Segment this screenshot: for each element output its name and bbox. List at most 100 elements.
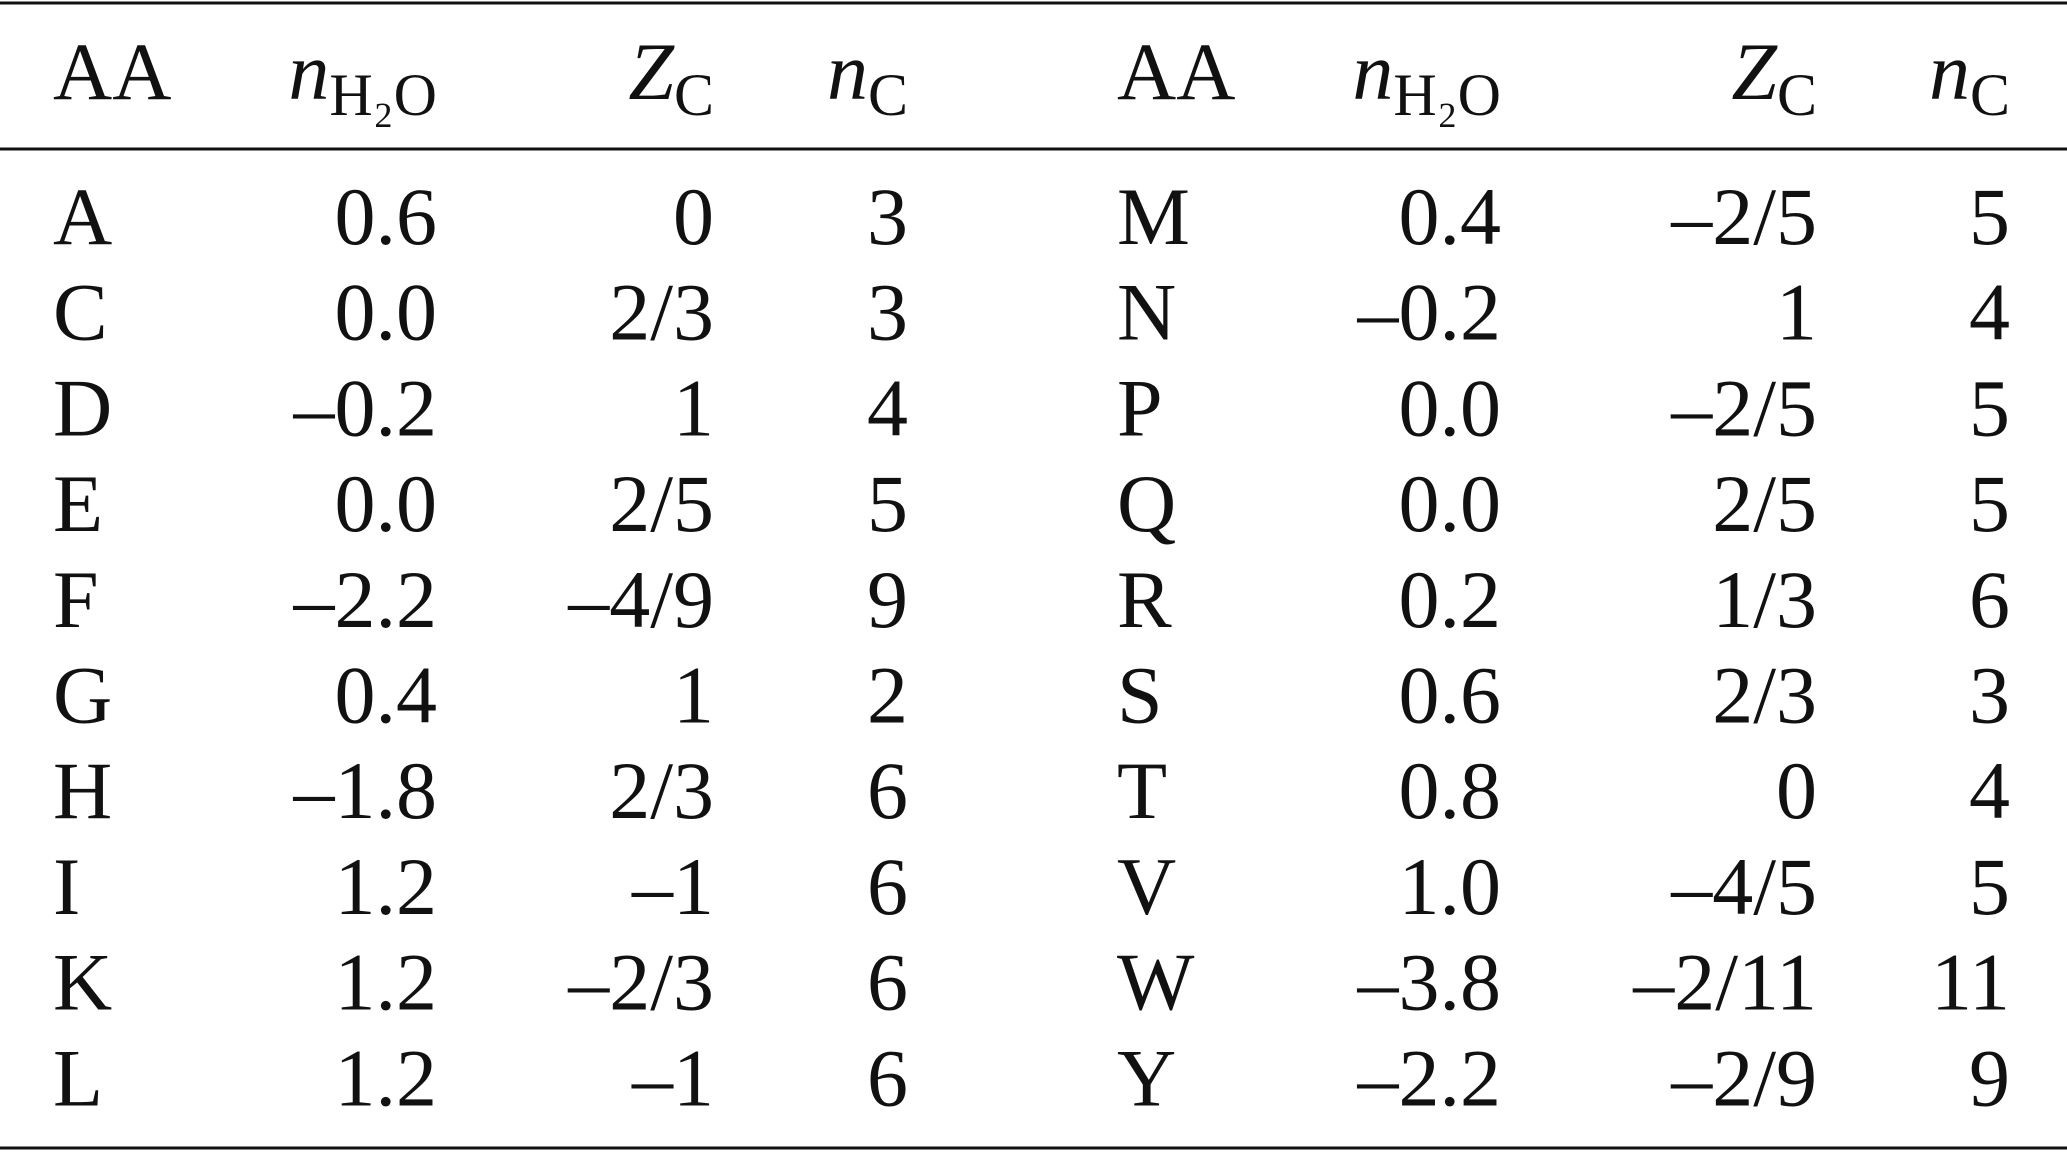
table-cell: –4/5 bbox=[1670, 841, 1817, 932]
column-header: AA bbox=[1117, 26, 1235, 117]
table-cell: 0.0 bbox=[335, 458, 438, 549]
header-subscript: C bbox=[1970, 62, 2010, 128]
table-cell: 1.2 bbox=[335, 841, 438, 932]
table-cell: 0 bbox=[1776, 745, 1817, 836]
table-cell: –1 bbox=[631, 1032, 714, 1123]
table-cell: 1 bbox=[1776, 267, 1817, 358]
header-symbol: AA bbox=[1117, 26, 1235, 117]
header-symbol: n bbox=[288, 26, 329, 117]
table-cell: K bbox=[53, 937, 112, 1028]
table-cell: –1 bbox=[631, 841, 714, 932]
table-cell: 2/3 bbox=[609, 267, 714, 358]
header-symbol: Z bbox=[1731, 26, 1778, 117]
table-cell: 1 bbox=[673, 362, 714, 453]
table-cell: 0.0 bbox=[335, 267, 438, 358]
header-symbol: AA bbox=[53, 26, 171, 117]
table-cell: 0.4 bbox=[1399, 171, 1502, 262]
header-symbol: Z bbox=[628, 26, 675, 117]
table-cell: 2/3 bbox=[1712, 650, 1817, 741]
column-header: AA bbox=[53, 26, 171, 117]
table-cell: S bbox=[1117, 650, 1163, 741]
table-cell: 1/3 bbox=[1712, 554, 1817, 645]
table-cell: I bbox=[53, 841, 80, 932]
table-cell: 0.2 bbox=[1399, 554, 1502, 645]
table-cell: F bbox=[53, 554, 99, 645]
table-cell: –4/9 bbox=[567, 554, 714, 645]
table-cell: N bbox=[1117, 267, 1176, 358]
table-cell: 2 bbox=[867, 650, 908, 741]
table-cell: 0.6 bbox=[1399, 650, 1502, 741]
table-cell: 1 bbox=[673, 650, 714, 741]
column-header: nC bbox=[1929, 26, 2010, 128]
table-cell: L bbox=[53, 1032, 103, 1123]
header-subscript: H₂O bbox=[1393, 62, 1501, 128]
table-cell: 0.4 bbox=[335, 650, 438, 741]
header-subscript: H₂O bbox=[329, 62, 437, 128]
table-cell: –3.8 bbox=[1357, 937, 1502, 1028]
table-cell: 6 bbox=[867, 841, 908, 932]
table-cell: –2/11 bbox=[1632, 937, 1817, 1028]
column-header: nH₂O bbox=[1352, 26, 1501, 128]
table-cell: 0 bbox=[673, 171, 714, 262]
table-cell: 4 bbox=[1969, 267, 2010, 358]
table-cell: 0.0 bbox=[1399, 362, 1502, 453]
table-cell: R bbox=[1117, 554, 1172, 645]
table-cell: 0.6 bbox=[335, 171, 438, 262]
table-cell: 0.8 bbox=[1399, 745, 1502, 836]
table-cell: 3 bbox=[867, 267, 908, 358]
column-header: ZC bbox=[1731, 26, 1817, 128]
table-cell: G bbox=[53, 650, 112, 741]
header-symbol: n bbox=[827, 26, 868, 117]
table-cell: 1.2 bbox=[335, 1032, 438, 1123]
table-cell: C bbox=[53, 267, 108, 358]
table-cell: Q bbox=[1117, 458, 1176, 549]
table-cell: 0.0 bbox=[1399, 458, 1502, 549]
table-cell: –2.2 bbox=[293, 554, 438, 645]
table-cell: –2/5 bbox=[1670, 362, 1817, 453]
table-cell: –2/5 bbox=[1670, 171, 1817, 262]
table-cell: H bbox=[53, 745, 112, 836]
column-header: nC bbox=[827, 26, 908, 128]
table-cell: 2/3 bbox=[609, 745, 714, 836]
table-cell: 5 bbox=[1969, 841, 2010, 932]
table-cell: 6 bbox=[1969, 554, 2010, 645]
header-subscript: C bbox=[1777, 62, 1817, 128]
table-cell: 9 bbox=[867, 554, 908, 645]
table-cell: E bbox=[53, 458, 103, 549]
table-cell: D bbox=[53, 362, 112, 453]
table-cell: 6 bbox=[867, 745, 908, 836]
table-cell: 9 bbox=[1969, 1032, 2010, 1123]
table-cell: M bbox=[1117, 171, 1190, 262]
table-cell: –0.2 bbox=[293, 362, 438, 453]
table-cell: P bbox=[1117, 362, 1163, 453]
table-cell: 3 bbox=[867, 171, 908, 262]
table-cell: W bbox=[1117, 937, 1195, 1028]
table-cell: –2/3 bbox=[567, 937, 714, 1028]
column-header: ZC bbox=[628, 26, 714, 128]
header-subscript: C bbox=[674, 62, 714, 128]
table-cell: –2.2 bbox=[1357, 1032, 1502, 1123]
header-subscript: C bbox=[868, 62, 908, 128]
table-cell: 5 bbox=[1969, 362, 2010, 453]
table-cell: 5 bbox=[1969, 458, 2010, 549]
table-cell: 5 bbox=[867, 458, 908, 549]
table-cell: 1.2 bbox=[335, 937, 438, 1028]
table-cell: 2/5 bbox=[609, 458, 714, 549]
table-cell: –1.8 bbox=[293, 745, 438, 836]
table-cell: –2/9 bbox=[1670, 1032, 1817, 1123]
header-symbol: n bbox=[1929, 26, 1970, 117]
table-cell: Y bbox=[1117, 1032, 1176, 1123]
table-cell: 11 bbox=[1931, 937, 2010, 1028]
table-cell: 4 bbox=[1969, 745, 2010, 836]
header-symbol: n bbox=[1352, 26, 1393, 117]
table-cell: 6 bbox=[867, 1032, 908, 1123]
table-cell: 2/5 bbox=[1712, 458, 1817, 549]
table-cell: 3 bbox=[1969, 650, 2010, 741]
column-header: nH₂O bbox=[288, 26, 437, 128]
table-cell: 5 bbox=[1969, 171, 2010, 262]
table-cell: 1.0 bbox=[1399, 841, 1502, 932]
table-cell: A bbox=[53, 171, 112, 262]
table-cell: V bbox=[1117, 841, 1176, 932]
